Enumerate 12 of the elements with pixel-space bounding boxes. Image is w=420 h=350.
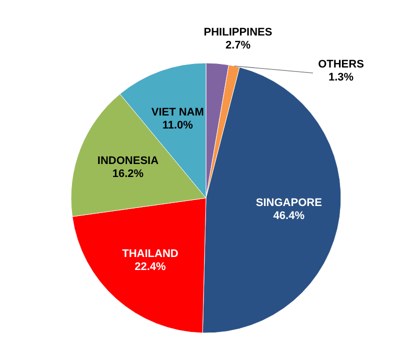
data-label: 16.2% bbox=[112, 168, 144, 180]
data-label: 46.4% bbox=[273, 210, 305, 222]
data-label: 2.7% bbox=[225, 39, 251, 52]
slice-label: PHILIPPINES bbox=[204, 26, 272, 38]
data-label: 11.0% bbox=[162, 120, 194, 132]
slice-label: INDONESIA bbox=[97, 155, 159, 168]
data-label: 22.4% bbox=[134, 260, 166, 273]
slice-label: THAILAND bbox=[122, 248, 178, 260]
slice-label: VIET NAM bbox=[151, 106, 204, 119]
data-label: 1.3% bbox=[328, 71, 354, 84]
slice-label: OTHERS bbox=[318, 58, 364, 70]
slice-label: SINGAPORE bbox=[256, 196, 322, 209]
